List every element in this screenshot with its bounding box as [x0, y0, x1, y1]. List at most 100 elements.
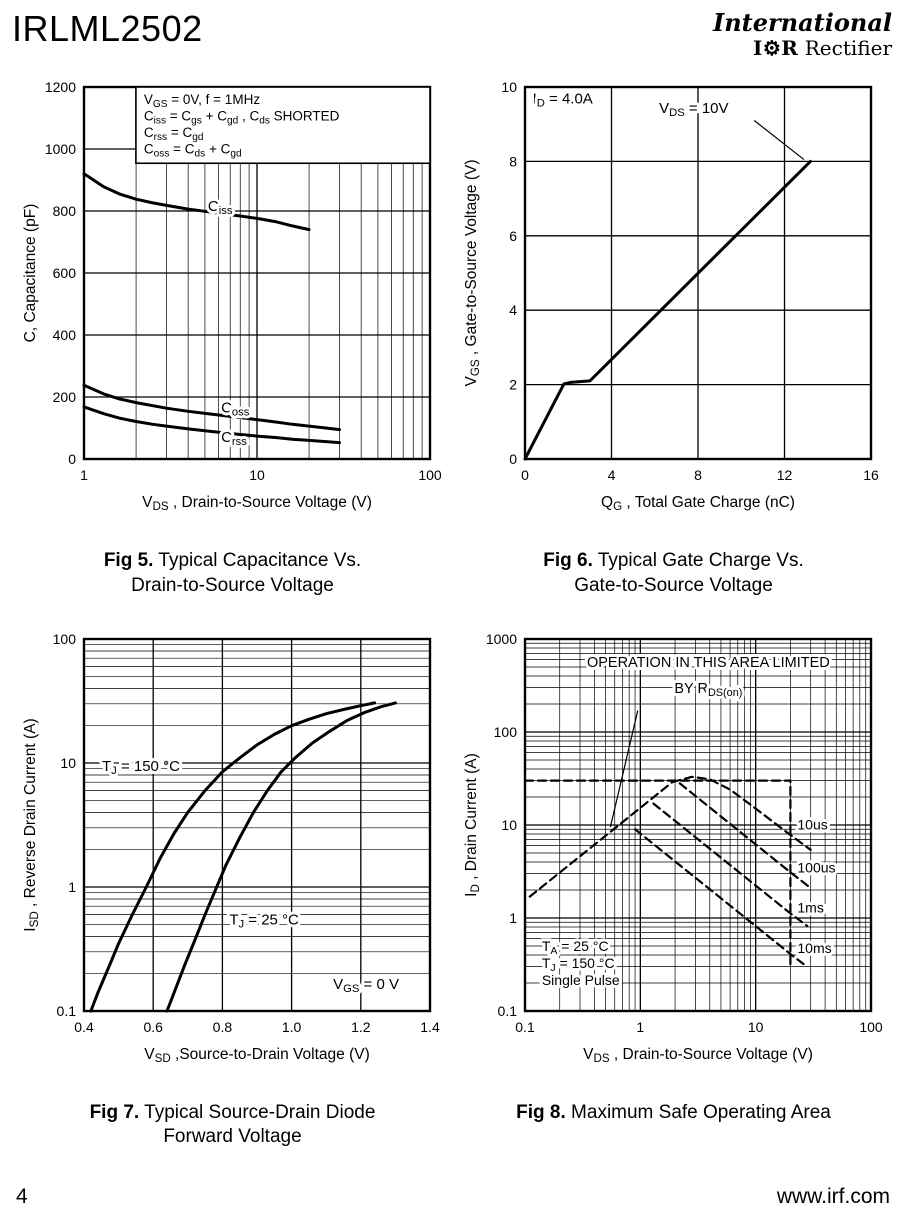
annotation: 10ms — [797, 940, 831, 956]
logo-rectifier-line: I⚙R Rectifier — [713, 37, 892, 59]
leader-line — [609, 710, 638, 827]
svg-text:0.1: 0.1 — [497, 1003, 517, 1019]
annotation: BY RDS(on) — [674, 681, 742, 699]
fig7-caption-line2: Forward Voltage — [163, 1126, 302, 1148]
annotation: Ciss — [207, 198, 232, 217]
fig7-caption: Fig 7. Typical Source-Drain Diode Forwar… — [90, 1101, 376, 1150]
svg-text:10: 10 — [249, 467, 265, 483]
plot-border — [82, 637, 431, 1012]
svg-text:8: 8 — [694, 467, 702, 483]
page-footer: 4 www.irf.com — [12, 1185, 894, 1211]
page-header: IRLML2502 International I⚙R Rectifier — [12, 8, 894, 59]
annotation: Crss — [221, 429, 247, 448]
svg-text:0: 0 — [68, 451, 76, 467]
figure-6: 0 4 8 12 16 0 2 4 6 8 10 QG , Total Gate Charge (nC… — [453, 73, 894, 598]
annotation: OPERATION IN THIS AREA LIMITED — [586, 655, 829, 671]
svg-text:0.8: 0.8 — [212, 1019, 232, 1035]
svg-text:100: 100 — [859, 1019, 883, 1035]
website-link[interactable]: www.irf.com — [776, 1185, 890, 1208]
svg-text:1200: 1200 — [44, 79, 75, 95]
tick-labels: 0.4 0.6 0.8 1.0 1.2 1.4 0.1 1 10 100 — [52, 631, 439, 1035]
fig6-gate-charge-chart: 0 4 8 12 16 0 2 4 6 8 10 QG , Total Gate Charge (nC… — [463, 79, 879, 513]
series-TJ-150C — [88, 701, 376, 1013]
annotation: VGS = 0 V — [333, 976, 399, 995]
svg-text:10: 10 — [60, 755, 76, 771]
svg-text:100: 100 — [52, 631, 76, 647]
x-axis-label: VDS , Drain-to-Source Voltage (V) — [583, 1046, 813, 1065]
svg-text:0.1: 0.1 — [515, 1019, 535, 1035]
svg-text:2: 2 — [509, 377, 517, 393]
fig8-label: Fig 8. — [516, 1101, 566, 1123]
leader-line — [753, 120, 804, 161]
fig5-caption-line1: Typical Capacitance Vs. — [158, 550, 362, 572]
series-Coss — [82, 383, 341, 432]
gridlines — [83, 638, 430, 1011]
svg-text:10: 10 — [747, 1019, 763, 1035]
plot-border — [523, 86, 872, 461]
plot-border — [523, 637, 872, 1012]
fig6-label: Fig 6. — [543, 550, 593, 572]
svg-text:1: 1 — [509, 910, 517, 926]
annotation: TA = 25 °C — [541, 938, 608, 957]
series-rdson-limit — [528, 780, 674, 898]
fig8-caption: Fig 8. Maximum Safe Operating Area — [516, 1101, 831, 1126]
fig6-caption-line1: Typical Gate Charge Vs. — [597, 550, 804, 572]
svg-text:12: 12 — [776, 467, 792, 483]
svg-text:1.2: 1.2 — [351, 1019, 371, 1035]
series-gate-charge — [523, 160, 812, 461]
svg-text:100: 100 — [418, 467, 442, 483]
svg-text:10: 10 — [501, 79, 517, 95]
svg-text:1.4: 1.4 — [420, 1019, 440, 1035]
annotation: ID = 4.0A — [532, 91, 592, 110]
svg-text:800: 800 — [52, 203, 76, 219]
svg-text:0.6: 0.6 — [143, 1019, 163, 1035]
fig7-caption-line1: Typical Source-Drain Diode — [144, 1101, 376, 1123]
svg-text:4: 4 — [509, 302, 517, 318]
annotation: Coss — [221, 400, 250, 419]
company-logo: International I⚙R Rectifier — [713, 8, 894, 59]
svg-text:6: 6 — [509, 228, 517, 244]
figures-grid: 1 10 100 0 200 400 600 800 1000 1200 VDS , Drain-t… — [12, 73, 894, 1150]
annotation: 100us — [797, 859, 835, 875]
figure-5: 1 10 100 0 200 400 600 800 1000 1200 VDS , Drain-t… — [12, 73, 453, 598]
svg-text:400: 400 — [52, 327, 76, 343]
logo-rectifier-text: Rectifier — [804, 35, 892, 60]
annotation: TJ = 150 °C — [541, 955, 614, 974]
fig6-caption: Fig 6. Typical Gate Charge Vs. Gate-to-S… — [543, 549, 804, 598]
annotation: 1ms — [797, 899, 823, 915]
svg-text:1.0: 1.0 — [281, 1019, 301, 1035]
svg-text:200: 200 — [52, 389, 76, 405]
fig7-diode-forward-voltage-chart: 0.4 0.6 0.8 1.0 1.2 1.4 0.1 1 10 100 VSD ,Source-t… — [22, 631, 440, 1065]
fig7-label: Fig 7. — [89, 1101, 140, 1123]
svg-text:8: 8 — [509, 154, 517, 170]
series-TJ-25C — [165, 701, 397, 1013]
x-axis-label: VSD ,Source-to-Drain Voltage (V) — [144, 1046, 370, 1065]
series-pulse-10us — [670, 775, 812, 851]
logo-international-text: International — [712, 8, 892, 37]
conditions-line: Ciss = Cgs + Cgd , Cds SHORTED — [143, 109, 339, 127]
fig5-caption-line2: Drain-to-Source Voltage — [131, 574, 334, 596]
annotation: TJ = 150 °C — [101, 758, 179, 777]
svg-text:0.4: 0.4 — [74, 1019, 94, 1035]
page-number: 4 — [16, 1185, 28, 1208]
annotation: TJ = 25 °C — [229, 911, 299, 930]
gridlines — [524, 87, 871, 460]
tick-labels: 0.1 1 10 100 0.1 1 10 100 1000 — [485, 631, 882, 1035]
series-pulse-10ms — [633, 827, 805, 965]
svg-text:1: 1 — [80, 467, 88, 483]
fig5-caption: Fig 5. Typical Capacitance Vs. Drain-to-… — [104, 549, 361, 598]
conditions-line: Coss = Cds + Cgd — [143, 142, 241, 160]
svg-text:4: 4 — [607, 467, 615, 483]
y-axis-label: ISD , Reverse Drain Current (A) — [22, 718, 41, 931]
gridlines — [524, 638, 871, 1011]
fig6-caption-line2: Gate-to-Source Voltage — [574, 574, 773, 596]
tick-labels: 0 4 8 12 16 0 2 4 6 8 10 — [501, 79, 879, 483]
figure-8: 0.1 1 10 100 0.1 1 10 100 1000 VDS , Drain-to-Sou… — [453, 625, 894, 1150]
y-axis-label: C, Capacitance (pF) — [22, 204, 39, 343]
figure-7: 0.4 0.6 0.8 1.0 1.2 1.4 0.1 1 10 100 VSD ,Source-t… — [12, 625, 453, 1150]
annotation: VDS = 10V — [659, 100, 728, 119]
svg-text:0.1: 0.1 — [56, 1003, 76, 1019]
